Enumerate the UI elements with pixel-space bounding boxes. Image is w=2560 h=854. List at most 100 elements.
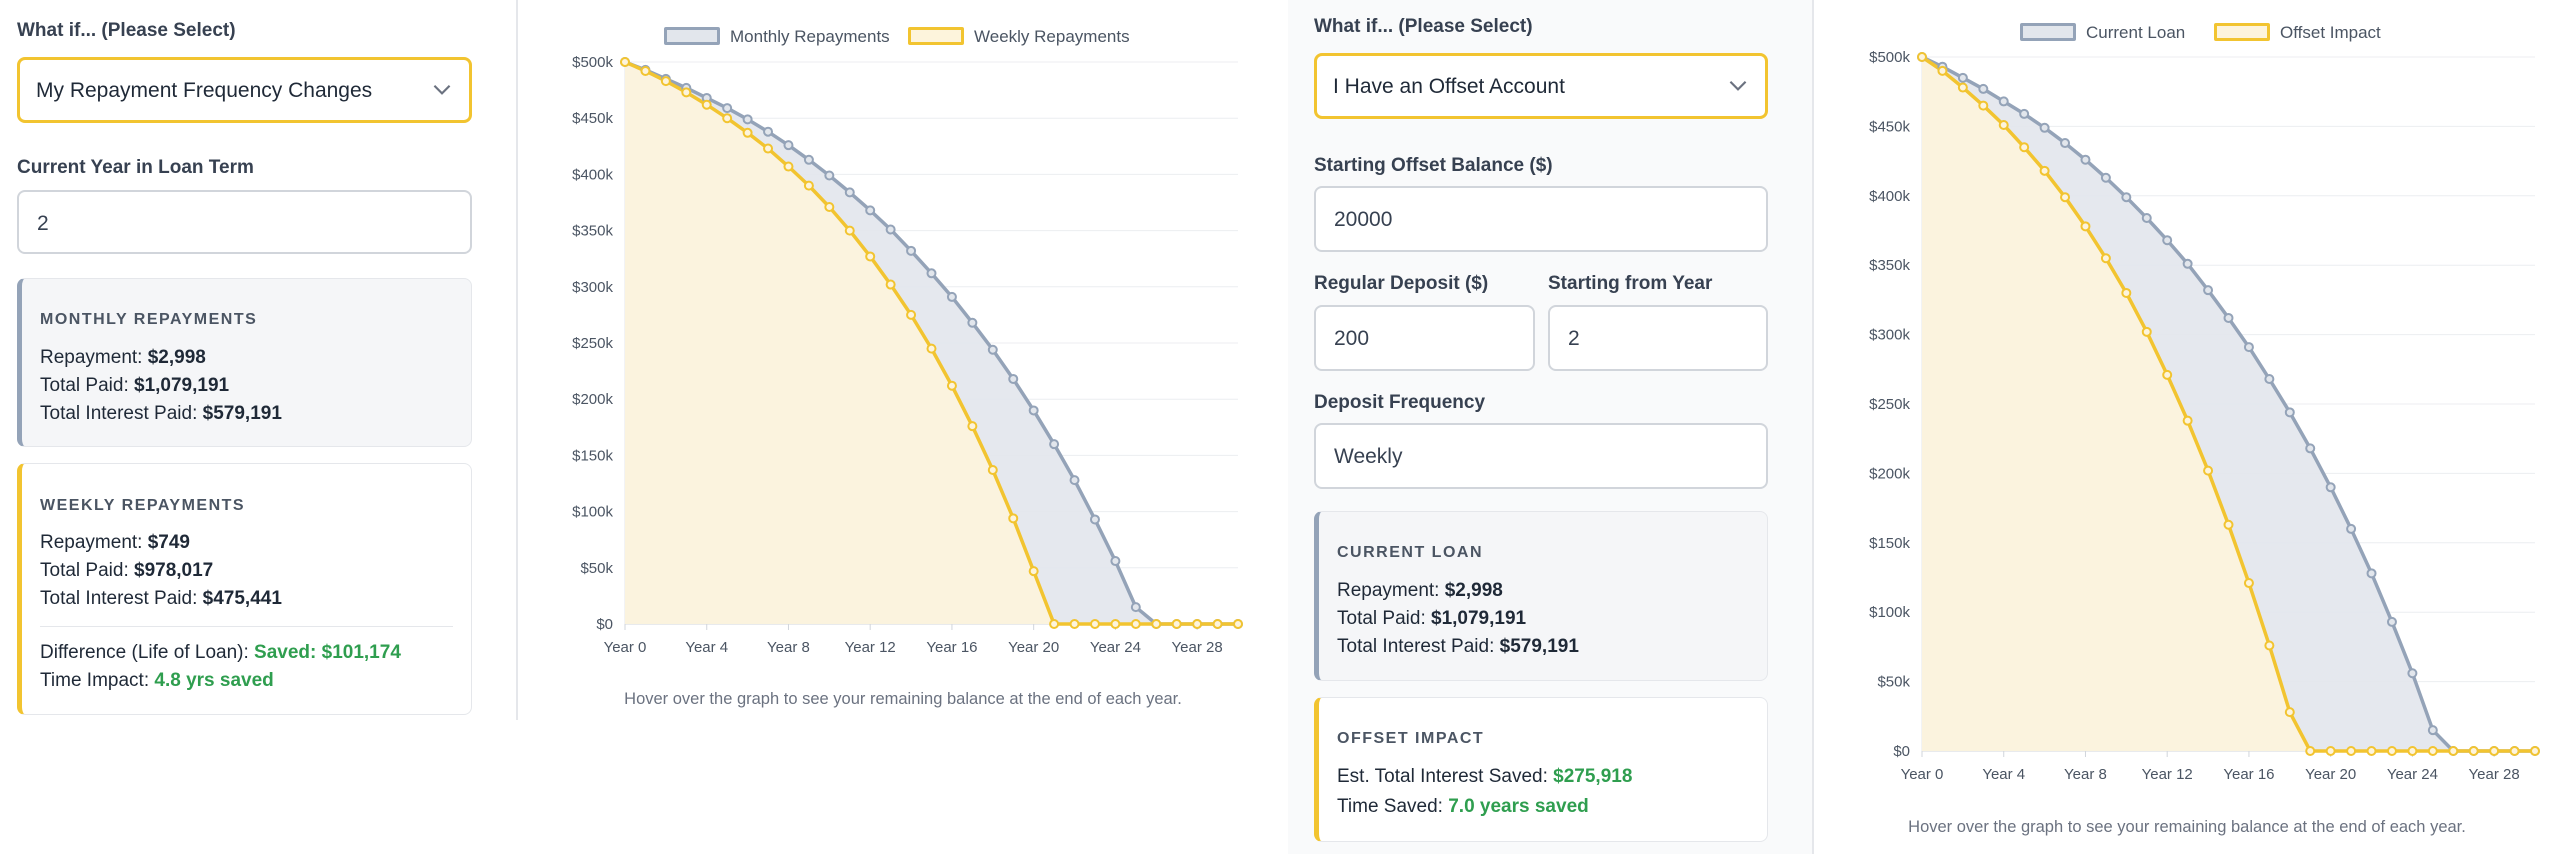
data-point [1151,619,1162,629]
data-point [2100,172,2111,183]
data-point [824,201,835,212]
balance-chart[interactable]: $0 $50k $100k $150k $200k $250k $300k $350k $400… [1814,0,2560,800]
data-point [1130,602,1141,613]
data-point [742,127,753,138]
deposit-frequency-select[interactable]: Weekly [1314,423,1768,489]
card-title: CURRENT LOAN [1337,544,1483,561]
legend-item-series-2[interactable]: Offset Impact [2214,23,2394,43]
data-point [2284,707,2295,718]
legend-label: Offset Impact [2280,23,2381,42]
data-point [2264,640,2275,651]
y-tick-label: $200k [1869,465,1910,482]
legend-label: Current Loan [2086,23,2186,42]
data-point [1171,619,1182,629]
data-point [946,291,957,302]
data-point [1069,619,1080,629]
data-point [946,380,957,391]
data-point [2039,165,2050,176]
legend-label: Weekly Repayments [974,27,1130,46]
x-tick-label: Year 0 [604,639,647,656]
data-point [2407,746,2418,756]
data-point [2427,746,2438,756]
panel-divider [1812,0,1814,854]
data-point [2162,235,2173,246]
offset-impact-card: OFFSET IMPACT Est. Total Interest Saved:… [1314,697,1768,842]
series-area-2 [1922,57,2535,751]
starting-year-label: Starting from Year [1548,273,1713,294]
legend-label: Monthly Repayments [730,27,890,46]
data-point [987,465,998,476]
y-tick-label: $250k [572,335,613,352]
data-point [2530,746,2540,756]
legend-item-series-2[interactable]: Weekly Repayments [908,27,1148,47]
deposit-frequency-label: Deposit Frequency [1314,392,1486,413]
data-point [2080,221,2091,232]
data-point [1028,566,1039,577]
data-point [1978,100,1989,111]
data-point [620,57,630,67]
x-tick-label: Year 20 [2305,766,2356,783]
data-point [2346,746,2357,756]
y-tick-label: $150k [1869,535,1910,552]
balance-chart[interactable]: $0 $50k $100k $150k $200k $250k $300k $350k $400… [518,0,1288,680]
data-point [1008,513,1019,524]
offset-balance-value: 20000 [1334,208,1393,231]
data-point [763,126,774,137]
data-point [640,65,651,76]
data-point [783,161,794,172]
offset-balance-input[interactable]: 20000 [1314,186,1768,252]
card-title: MONTHLY REPAYMENTS [40,311,258,328]
legend-item-series-1[interactable]: Current Loan [2020,23,2200,43]
current-year-input[interactable]: 2 [17,190,472,254]
total-paid-row: Total Paid: $1,079,191 [1337,608,1527,629]
data-point [803,154,814,165]
time-impact-row: Time Impact: 4.8 yrs saved [40,670,274,691]
x-tick-label: Year 12 [2142,766,2193,783]
regular-deposit-input[interactable]: 200 [1314,305,1535,371]
y-tick-label: $500k [1869,49,1910,66]
chart-hint: Hover over the graph to see your remaini… [1908,818,2466,836]
y-tick-label: $0 [596,616,613,633]
current-loan-card: CURRENT LOAN Repayment: $2,998 Total Pai… [1314,511,1768,681]
offset-balance-label: Starting Offset Balance ($) [1314,155,1553,176]
data-point [763,143,774,154]
data-point [2509,746,2520,756]
data-point [1069,475,1080,486]
chart-legend: Current Loan Offset Impact [2020,23,2420,43]
whatif-select[interactable]: My Repayment Frequency Changes [17,57,472,123]
data-point [1917,52,1927,62]
data-point [885,279,896,290]
data-point [865,205,876,216]
weekly-repayments-card: WEEKLY REPAYMENTS Repayment: $749 Total … [17,463,472,715]
y-tick-label: $300k [572,279,613,296]
data-point [844,225,855,236]
data-point [987,344,998,355]
x-tick-label: Year 8 [767,639,810,656]
current-year-label: Current Year in Loan Term [17,157,254,178]
data-point [2427,725,2438,736]
data-point [1049,439,1060,450]
regular-deposit-label: Regular Deposit ($) [1314,273,1489,294]
data-point [803,180,814,191]
y-tick-label: $450k [1869,118,1910,135]
legend-item-series-1[interactable]: Monthly Repayments [664,27,904,47]
x-tick-label: Year 24 [2387,766,2438,783]
starting-year-input[interactable]: 2 [1548,305,1768,371]
whatif-select-value: My Repayment Frequency Changes [36,79,373,102]
data-point [1937,65,1948,76]
data-point [824,170,835,181]
data-point [2366,746,2377,756]
y-tick-label: $100k [572,504,613,521]
whatif-select[interactable]: I Have an Offset Account [1314,53,1768,119]
y-tick-label: $350k [572,223,613,240]
data-point [1957,82,1968,93]
data-point [2386,746,2397,756]
deposit-frequency-value: Weekly [1334,445,1403,468]
y-tick-label: $50k [580,560,613,577]
data-point [2264,374,2275,385]
x-tick-label: Year 28 [2469,766,2520,783]
data-point [2325,746,2336,756]
data-point [2386,616,2397,627]
card-title: OFFSET IMPACT [1337,730,1485,747]
interest-saved-row: Est. Total Interest Saved: $275,918 [1337,766,1633,787]
